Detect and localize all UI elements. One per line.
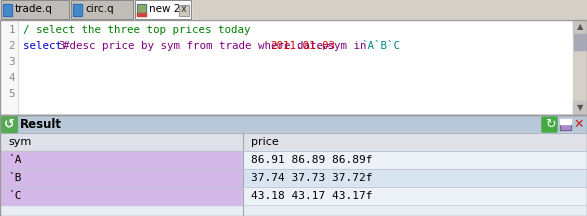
Bar xyxy=(71,0,133,19)
Bar xyxy=(0,20,587,115)
Text: ,sym in: ,sym in xyxy=(321,41,373,51)
Bar xyxy=(137,13,146,16)
Text: price: price xyxy=(251,137,279,147)
Bar xyxy=(560,119,571,124)
Text: 2011.01.03: 2011.01.03 xyxy=(271,41,335,51)
Text: 2: 2 xyxy=(8,41,15,51)
Text: 5: 5 xyxy=(8,89,15,99)
Bar xyxy=(0,115,587,216)
Text: select: select xyxy=(23,41,69,51)
Bar xyxy=(179,5,189,16)
FancyBboxPatch shape xyxy=(2,116,18,132)
Text: ↺: ↺ xyxy=(4,118,15,130)
Bar xyxy=(243,151,587,169)
Text: `A: `A xyxy=(8,155,22,165)
Text: #desc price by sym from trade where date=: #desc price by sym from trade where date… xyxy=(63,41,330,51)
Bar xyxy=(137,4,146,16)
Text: x: x xyxy=(181,5,187,14)
Bar xyxy=(71,0,133,19)
Text: ↻: ↻ xyxy=(545,118,555,130)
Bar xyxy=(1,0,69,19)
Bar xyxy=(243,169,587,187)
Bar xyxy=(135,0,191,19)
Text: / select the three top prices today: / select the three top prices today xyxy=(23,25,251,35)
Text: 3: 3 xyxy=(58,41,65,51)
Bar xyxy=(0,133,587,151)
Text: 1: 1 xyxy=(8,25,15,35)
Text: `A`B`C: `A`B`C xyxy=(362,41,400,51)
Bar xyxy=(0,115,587,216)
Bar xyxy=(0,20,587,115)
Bar xyxy=(560,119,571,130)
Bar xyxy=(0,187,243,205)
Text: 43.18 43.17 43.17f: 43.18 43.17 43.17f xyxy=(251,191,373,201)
Bar xyxy=(73,4,82,16)
Bar xyxy=(135,0,191,19)
Text: 3: 3 xyxy=(8,57,15,67)
Text: `C: `C xyxy=(8,191,22,201)
Bar xyxy=(0,133,587,151)
Text: `B: `B xyxy=(8,173,22,183)
Bar xyxy=(573,20,587,34)
Text: 4: 4 xyxy=(8,73,15,83)
Bar xyxy=(3,4,12,16)
Bar xyxy=(137,4,146,16)
Bar xyxy=(0,151,243,169)
Text: ▼: ▼ xyxy=(577,103,583,113)
Bar xyxy=(573,20,587,115)
Bar xyxy=(0,169,243,187)
Bar xyxy=(179,5,189,16)
Text: trade.q: trade.q xyxy=(15,5,53,14)
Text: sym: sym xyxy=(8,137,31,147)
Bar xyxy=(243,187,587,205)
Text: 86.91 86.89 86.89f: 86.91 86.89 86.89f xyxy=(251,155,373,165)
Bar xyxy=(1,0,69,19)
Text: ✕: ✕ xyxy=(573,118,584,130)
Bar xyxy=(560,119,571,130)
Bar xyxy=(73,4,82,16)
Text: Result: Result xyxy=(20,118,62,130)
Bar xyxy=(0,115,587,133)
Text: new 2: new 2 xyxy=(149,5,180,14)
Text: ▲: ▲ xyxy=(577,22,583,32)
Text: circ.q: circ.q xyxy=(85,5,114,14)
Bar xyxy=(573,101,587,115)
Bar xyxy=(0,115,587,133)
Bar xyxy=(574,34,586,50)
Text: 37.74 37.73 37.72f: 37.74 37.73 37.72f xyxy=(251,173,373,183)
FancyBboxPatch shape xyxy=(542,117,557,132)
Bar xyxy=(0,20,18,115)
Bar xyxy=(0,0,587,20)
Bar xyxy=(3,4,12,16)
